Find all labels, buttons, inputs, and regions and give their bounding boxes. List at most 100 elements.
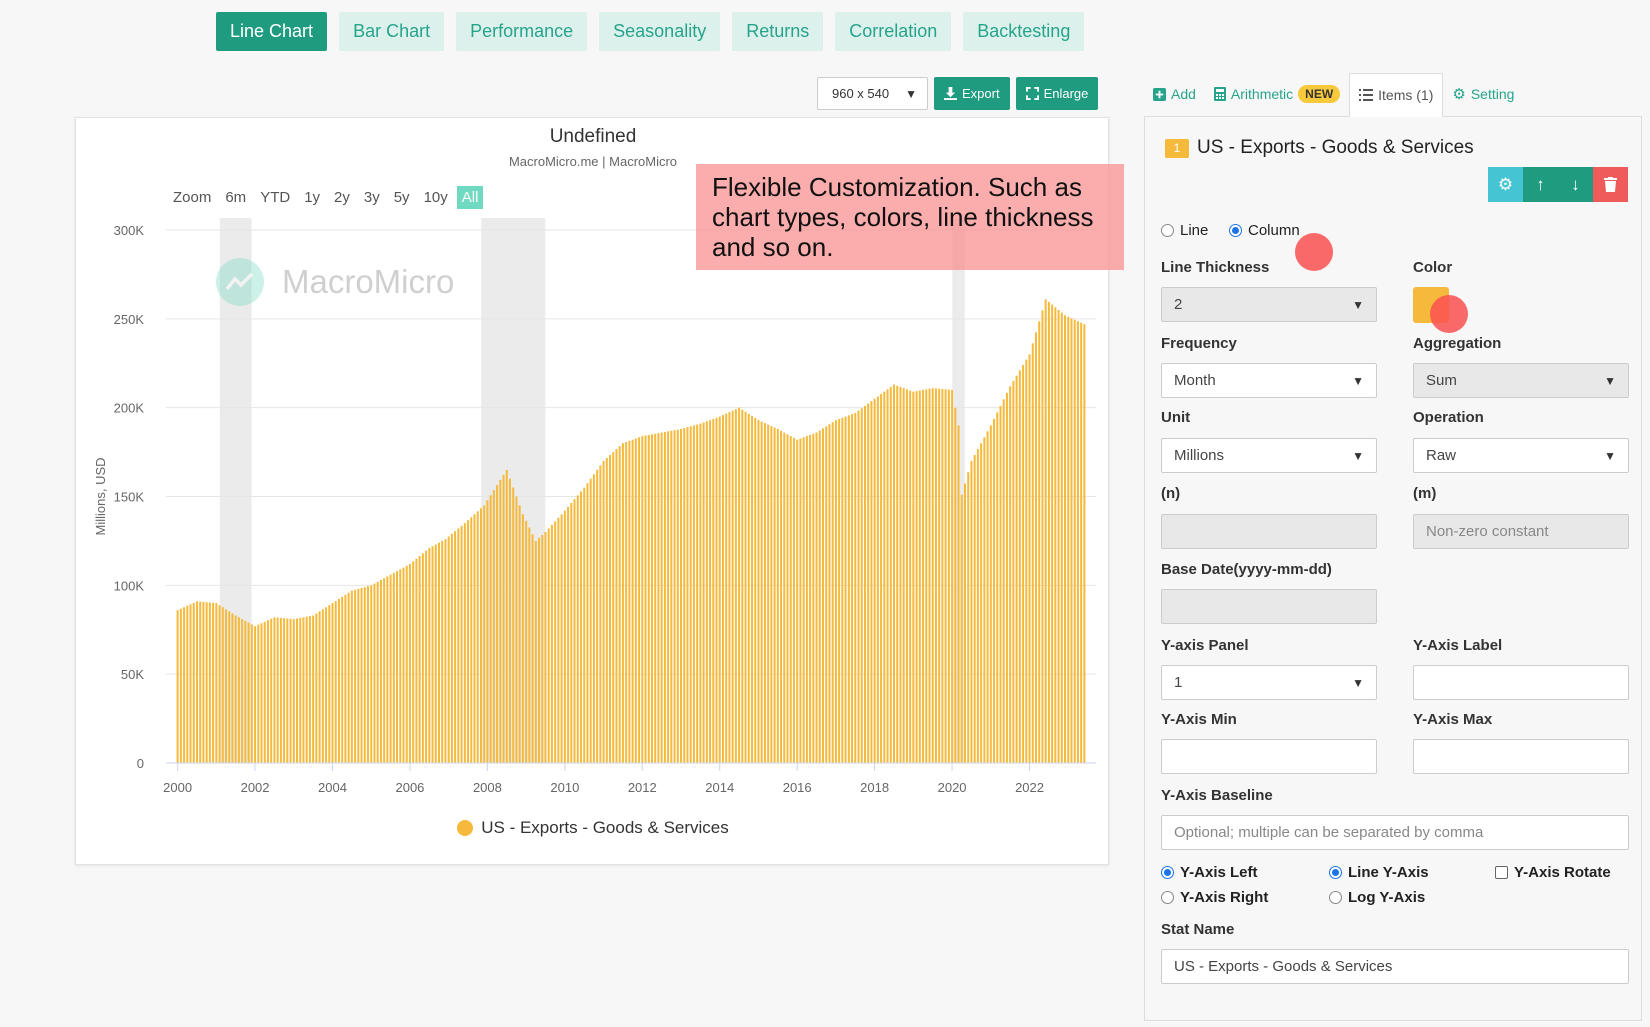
y-axis-left-radio[interactable] [1161,866,1174,879]
data-bar [822,428,825,763]
type-column-option[interactable]: Column [1229,222,1300,239]
item-settings-button[interactable]: ⚙ [1488,167,1523,202]
move-up-button[interactable]: ↑ [1523,167,1558,202]
y-axis-right-radio[interactable] [1161,891,1174,904]
zoom-10y[interactable]: 10y [423,189,448,206]
type-line-radio[interactable] [1161,224,1174,237]
data-bar [880,394,883,763]
expand-icon [1025,87,1039,100]
frequency-select[interactable]: Month ▼ [1161,363,1377,398]
y-tick-label: 0 [137,756,144,771]
tab-arithmetic[interactable]: Arithmetic NEW [1205,72,1349,116]
n-input[interactable] [1161,514,1377,549]
delete-button[interactable] [1593,167,1628,202]
click-indicator [1295,233,1333,271]
line-y-axis-radio[interactable] [1329,866,1342,879]
zoom-6m[interactable]: 6m [225,189,247,206]
zoom-all[interactable]: All [456,186,484,209]
tab-returns[interactable]: Returns [732,12,824,51]
type-line-option[interactable]: Line [1161,222,1208,239]
size-select[interactable]: 960 x 540 ▼ [817,77,928,110]
m-label: (m) [1413,485,1437,502]
data-bar [205,602,208,763]
data-bar [496,485,499,763]
tab-items[interactable]: Items (1) [1349,73,1444,117]
data-bar [244,620,247,763]
data-bar [208,602,211,763]
calculator-icon [1213,87,1226,101]
data-bar [470,517,473,763]
y-axis-label: Millions, USD [93,457,108,535]
tab-performance[interactable]: Performance [456,12,588,51]
y-min-input[interactable] [1161,739,1377,774]
data-bar [334,601,337,763]
data-bar [296,618,299,763]
tab-bar-chart[interactable]: Bar Chart [339,12,445,51]
x-tick-label: 2008 [473,780,502,795]
base-date-input[interactable] [1161,589,1377,624]
zoom-1y[interactable]: 1y [304,189,321,206]
m-input[interactable]: Non-zero constant [1413,514,1629,549]
y-panel-select[interactable]: 1 ▼ [1161,665,1377,700]
data-bar [1051,304,1054,763]
y-axis-rotate-option[interactable]: Y-Axis Rotate [1495,864,1611,881]
tab-add[interactable]: Add [1144,72,1205,116]
data-bar [718,416,721,763]
y-axis-left-option[interactable]: Y-Axis Left [1161,864,1258,881]
data-bar [860,408,863,763]
data-bar [744,411,747,763]
y-max-input[interactable] [1413,739,1629,774]
y-axis-rotate-checkbox[interactable] [1495,866,1508,879]
data-bar [638,437,641,763]
tab-correlation[interactable]: Correlation [835,12,952,51]
stat-name-input[interactable]: US - Exports - Goods & Services [1161,949,1629,984]
data-bar [1005,392,1008,763]
data-bar [780,430,783,763]
operation-select[interactable]: Raw ▼ [1413,438,1629,473]
zoom-3y[interactable]: 3y [363,189,380,206]
data-bar [234,615,237,763]
tab-seasonality[interactable]: Seasonality [599,12,721,51]
unit-select[interactable]: Millions ▼ [1161,438,1377,473]
data-bar [499,480,502,763]
y-baseline-placeholder: Optional; multiple can be separated by c… [1174,824,1484,841]
line-y-axis-option[interactable]: Line Y-Axis [1329,864,1429,881]
gear-icon: ⚙ [1497,174,1514,194]
zoom-ytd[interactable]: YTD [260,189,291,206]
data-bar [689,426,692,763]
zoom-2y[interactable]: 2y [334,189,350,206]
enlarge-button[interactable]: Enlarge [1015,77,1099,110]
data-bar [805,436,808,763]
log-y-axis-option[interactable]: Log Y-Axis [1329,889,1425,906]
tab-setting[interactable]: ⚙ Setting [1443,72,1523,116]
tab-backtesting[interactable]: Backtesting [963,12,1085,51]
data-bar [663,431,666,763]
log-y-axis-radio[interactable] [1329,891,1342,904]
data-bar [799,438,802,763]
line-thickness-select[interactable]: 2 ▼ [1161,287,1377,322]
y-axis-label-input[interactable] [1413,665,1629,700]
x-tick-label: 2016 [783,780,812,795]
y-baseline-input[interactable]: Optional; multiple can be separated by c… [1161,815,1629,850]
data-bar [421,553,424,763]
export-button[interactable]: Export [934,77,1010,110]
data-bar [851,414,854,763]
data-bar [660,432,663,763]
move-down-button[interactable]: ↓ [1558,167,1593,202]
data-bar [1025,359,1028,763]
x-tick-label: 2006 [395,780,424,795]
data-bar [289,618,292,763]
chart-legend[interactable]: US - Exports - Goods & Services [76,818,1110,838]
type-column-radio[interactable] [1229,224,1242,237]
data-bar [292,619,295,763]
data-bar [1060,312,1063,763]
data-bar [912,391,915,763]
y-axis-right-option[interactable]: Y-Axis Right [1161,889,1268,906]
data-bar [505,469,508,763]
data-bar [596,469,599,763]
data-bar [315,613,318,763]
tab-line-chart[interactable]: Line Chart [216,12,328,51]
aggregation-select[interactable]: Sum ▼ [1413,363,1629,398]
zoom-5y[interactable]: 5y [393,189,410,206]
list-icon [1359,89,1374,101]
